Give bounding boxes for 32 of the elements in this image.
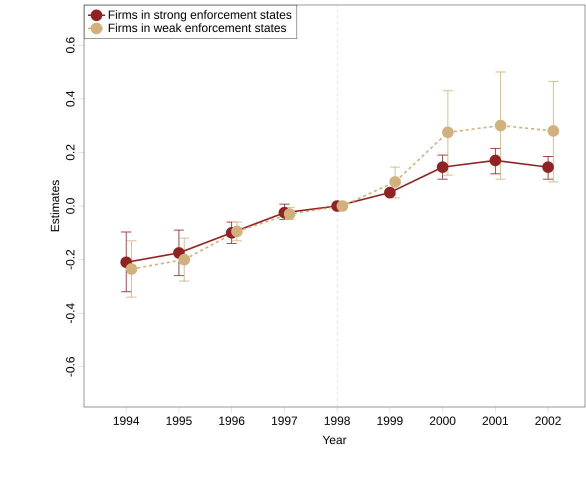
point [384,186,396,198]
x-tick-label: 1998 [324,416,350,425]
x-tick-label: 1996 [219,416,244,425]
point [436,161,448,173]
legend-label: Firms in weak enforcement states [108,23,286,32]
x-axis-title: Year [322,436,346,444]
y-tick-label: 0.0 [66,198,75,214]
x-tick-label: 1997 [272,416,298,425]
x-tick-label: 2000 [430,416,456,425]
y-tick-label: -0.6 [66,357,75,377]
x-tick-label: 2002 [535,416,561,425]
x-tick-label: 1995 [166,416,192,425]
y-tick-label: 0.2 [66,144,75,160]
point [389,176,401,188]
point [542,161,554,173]
x-tick-label: 1994 [114,416,140,425]
y-tick-label: -0.4 [66,303,75,323]
legend-label: Firms in strong enforcement states [108,10,292,22]
x-tick-label: 1999 [377,416,403,425]
point [442,126,454,138]
point [336,200,348,212]
point [231,226,243,238]
point [126,263,138,275]
point [548,125,560,137]
point [178,254,190,266]
y-tick-label: -0.2 [66,250,75,270]
y-axis-title: Estimates [50,180,60,232]
point [494,120,506,132]
y-tick-label: 0.6 [66,37,75,54]
point [490,154,502,166]
x-tick-label: 2001 [482,416,508,425]
y-tick-label: 0.4 [66,90,75,107]
